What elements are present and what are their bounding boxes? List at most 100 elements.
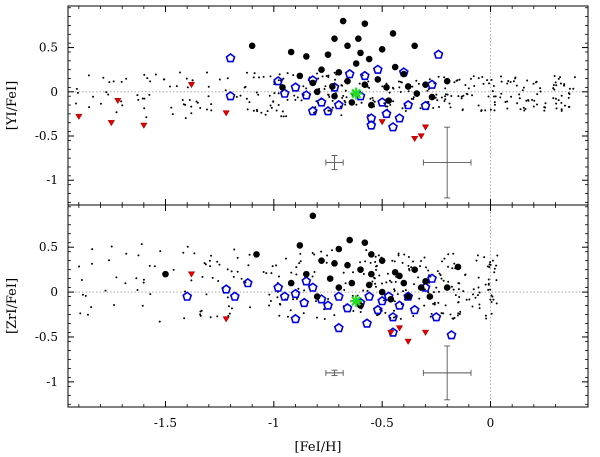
small-dot [313,271,316,274]
large-dot [385,97,392,104]
y-tick-label: 0 [50,85,58,99]
small-dot [360,101,363,104]
small-dot [554,97,557,100]
small-dot [533,99,536,102]
small-dot [327,75,330,78]
small-dot [371,96,374,99]
small-dot [391,259,394,262]
small-dot [327,109,330,112]
small-dot [423,256,426,259]
small-dot [206,71,209,74]
small-dot [359,311,362,314]
small-dot [204,263,207,266]
small-dot [560,101,563,104]
small-dot [358,82,361,85]
small-dot [158,320,161,323]
small-dot [210,109,213,112]
small-dot [404,109,407,112]
large-dot [344,77,351,85]
small-dot [484,109,487,112]
large-dot [318,66,325,73]
small-dot [359,261,362,264]
small-dot [374,285,377,288]
small-dot [247,264,250,267]
large-dot [326,275,334,282]
large-dot [335,69,343,76]
small-dot [400,81,403,84]
small-dot [326,254,329,257]
small-dot [471,305,474,308]
small-dot [386,272,389,275]
small-dot [415,79,418,82]
small-dot [454,294,457,297]
large-dot [331,92,338,100]
small-dot [377,254,380,257]
small-dot [79,312,82,315]
panel-yi-feh: 0.5 0 -0.5 -1 [YI/FeI] [5,5,589,206]
small-dot [426,89,429,92]
small-dot [378,274,381,277]
open-pentagon [403,291,414,301]
small-dot [140,243,143,246]
red-triangle [107,120,115,127]
small-dot [487,288,490,291]
small-dot [473,84,476,87]
small-dot [113,303,116,306]
small-dot [344,282,347,285]
small-dot [342,271,345,274]
small-dot [218,263,221,266]
small-dot [362,273,365,276]
small-dot [368,86,371,89]
small-dot [275,109,278,112]
open-pentagon [372,304,383,315]
small-dot [390,281,393,284]
small-dot [270,106,273,109]
small-dot [495,264,498,267]
small-dot [381,282,384,285]
small-dot [384,311,387,314]
small-dot [544,102,547,105]
small-dot [269,75,272,78]
small-dot [438,272,441,275]
small-dot [477,276,480,279]
small-dot [246,71,249,74]
small-dot [493,267,496,270]
small-dot [478,303,481,306]
small-dot [418,297,421,300]
small-dot [210,103,213,106]
small-dot [461,109,464,112]
small-dot [475,259,478,262]
small-dot [285,257,288,260]
large-dot [422,81,429,89]
small-dot [464,84,467,87]
small-dot [170,106,173,109]
small-dot [500,80,503,83]
small-dot [509,80,512,83]
small-dot [315,72,318,75]
small-dot [228,312,231,315]
small-dot [399,317,402,320]
small-dot [486,265,489,268]
small-dot [573,76,576,79]
small-dot [270,272,273,275]
small-dot [412,96,415,99]
small-dot [105,91,108,94]
small-dot [515,84,518,87]
small-dot [552,87,555,90]
large-dot [296,242,304,249]
small-dot [440,96,443,99]
small-dot [465,92,468,95]
small-dot [86,313,89,316]
small-dot [493,101,496,104]
large-dot [279,84,286,91]
large-dot [357,266,364,273]
red-triangle [378,119,386,126]
small-dot [413,283,416,286]
small-dot [489,108,492,111]
small-dot [417,82,420,85]
small-dot [375,268,378,271]
large-dot [391,63,399,71]
small-dot [567,92,570,95]
small-dot [361,74,364,77]
small-dot [240,277,243,280]
